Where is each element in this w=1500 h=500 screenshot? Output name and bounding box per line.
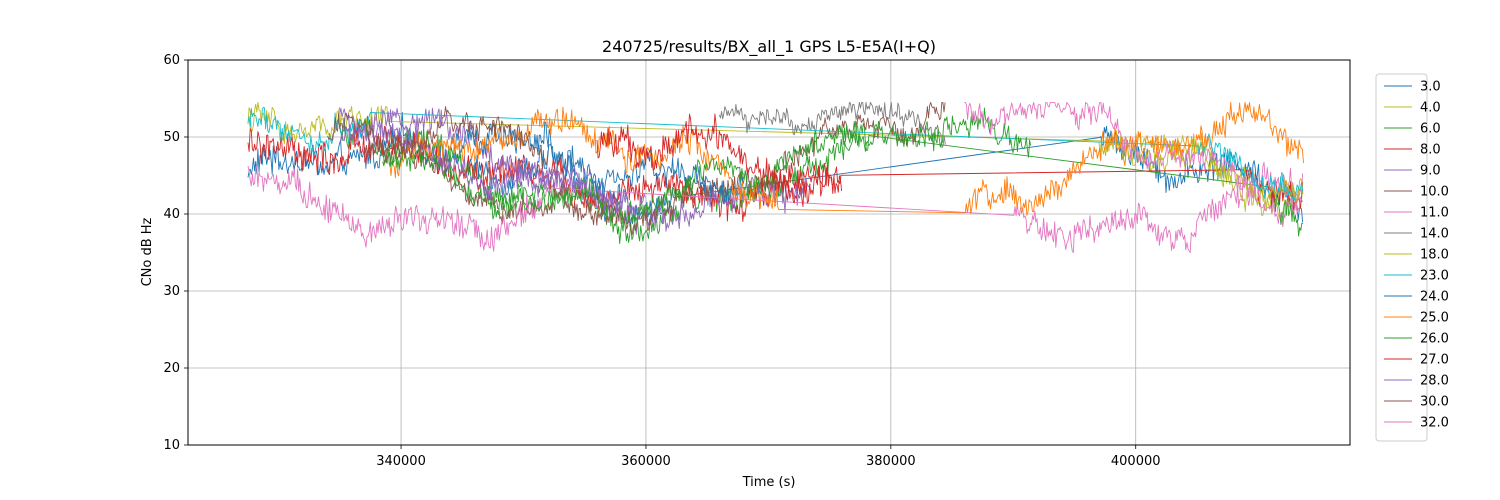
legend-label: 11.0 <box>1420 206 1449 221</box>
y-tick-label: 20 <box>163 361 180 376</box>
series-line-14-0 <box>718 101 946 149</box>
x-axis-label: Time (s) <box>742 475 796 490</box>
legend-label: 8.0 <box>1420 143 1441 158</box>
legend-label: 26.0 <box>1420 332 1449 347</box>
legend-label: 4.0 <box>1420 101 1441 116</box>
series-line-27-0 <box>596 113 843 208</box>
x-tick-label: 380000 <box>866 454 916 469</box>
series-line-18-0 <box>1098 132 1304 205</box>
series-line-24-0 <box>449 121 744 205</box>
legend-label: 23.0 <box>1420 269 1449 284</box>
y-axis-label: CNo dB Hz <box>140 217 155 286</box>
legend-label: 24.0 <box>1420 290 1449 305</box>
legend-label: 30.0 <box>1420 395 1449 410</box>
legend-label: 32.0 <box>1420 416 1449 431</box>
y-tick-label: 40 <box>163 207 180 222</box>
legend-box <box>1375 73 1428 442</box>
y-tick-label: 60 <box>163 53 180 68</box>
series-line-28-0 <box>339 118 646 216</box>
series-line-30-0 <box>327 106 549 170</box>
legend-label: 14.0 <box>1420 227 1449 242</box>
plot-frame <box>187 59 1351 446</box>
chart-title: 240725/results/BX_all_1 GPS L5-E5A(I+Q) <box>602 37 936 57</box>
series-line-32-0 <box>964 101 1304 228</box>
series-line-9-0 <box>339 107 811 235</box>
legend-label: 3.0 <box>1420 80 1441 95</box>
series-line-11-0 <box>247 161 1304 253</box>
legend-label: 25.0 <box>1420 311 1449 326</box>
series-layer <box>247 101 1304 253</box>
y-tick-label: 50 <box>163 130 180 145</box>
legend-label: 18.0 <box>1420 248 1449 263</box>
legend-label: 6.0 <box>1420 122 1441 137</box>
y-tick-label: 30 <box>163 284 180 299</box>
legend-label: 9.0 <box>1420 164 1441 179</box>
y-tick-label: 10 <box>163 438 180 453</box>
series-line-26-0 <box>382 107 1032 225</box>
legend-label: 10.0 <box>1420 185 1449 200</box>
tick-layer: 340000 360000 380000 400000 10 20 30 40 50 60 <box>163 53 1160 469</box>
legend-label: 27.0 <box>1420 353 1449 368</box>
legend-label: 28.0 <box>1420 374 1449 389</box>
x-tick-label: 360000 <box>621 454 671 469</box>
x-tick-label: 340000 <box>376 454 426 469</box>
series-line-23-0 <box>247 106 1304 202</box>
x-tick-label: 400000 <box>1111 454 1161 469</box>
legend: 3.0 4.0 6.0 8.0 9.0 10.0 11.0 14.0 18.0 23.0 24.0 2… <box>1375 73 1449 442</box>
